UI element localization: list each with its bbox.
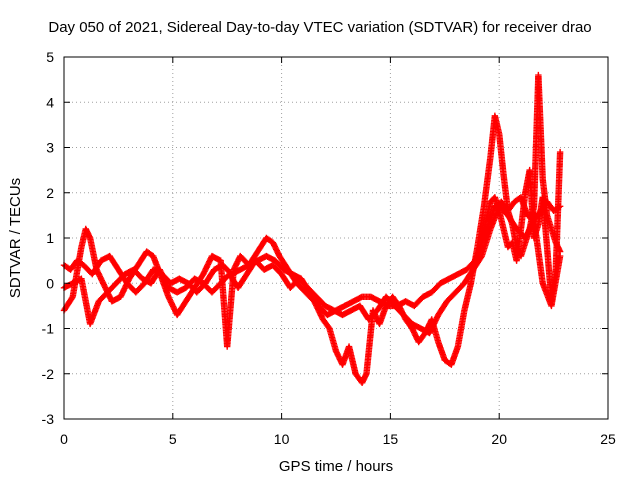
y-tick-label: 1 <box>46 230 54 246</box>
x-tick-label: 0 <box>60 431 68 447</box>
axis-ticks <box>63 56 609 420</box>
chart-title: Day 050 of 2021, Sidereal Day-to-day VTE… <box>48 19 591 36</box>
y-tick-label: -1 <box>42 321 55 337</box>
y-tick-label: 2 <box>46 185 54 201</box>
data-point <box>556 252 564 260</box>
x-tick-label: 5 <box>169 431 177 447</box>
y-axis-label: SDTVAR / TECUs <box>7 178 24 298</box>
tick-labels: 0 5 10 15 20 25 -3 -2 -1 0 1 2 3 4 5 <box>42 49 616 447</box>
data-series <box>60 71 564 386</box>
y-tick-label: 4 <box>46 94 54 110</box>
x-tick-label: 20 <box>491 431 507 447</box>
y-tick-label: 5 <box>46 49 54 65</box>
y-tick-label: -3 <box>42 411 55 427</box>
x-tick-label: 25 <box>600 431 616 447</box>
grid-lines <box>64 57 608 419</box>
y-tick-label: 3 <box>46 140 54 156</box>
y-tick-label: 0 <box>46 275 54 291</box>
x-axis-label: GPS time / hours <box>279 458 393 475</box>
data-point <box>556 148 564 156</box>
x-tick-label: 15 <box>383 431 399 447</box>
data-series-group <box>469 148 564 305</box>
y-tick-label: -2 <box>42 366 55 382</box>
x-tick-label: 10 <box>274 431 290 447</box>
